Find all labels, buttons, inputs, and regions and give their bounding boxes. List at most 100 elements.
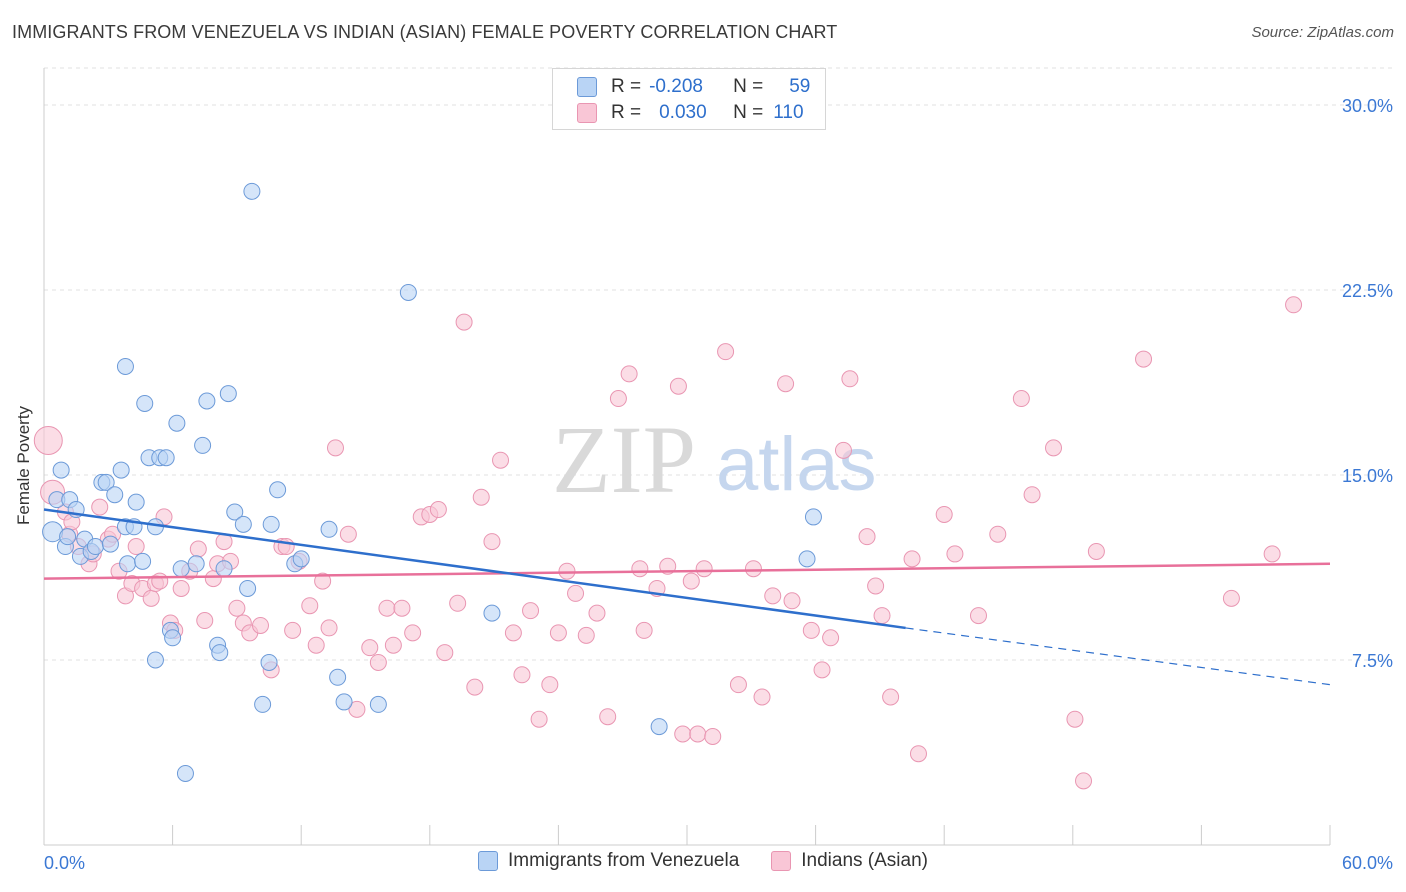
scatter-point [834,441,852,459]
scatter-point [682,572,700,590]
scatter-point [361,639,379,657]
scatter-point [239,579,257,597]
scatter-point [882,688,900,706]
scatter-point [1045,439,1063,457]
scatter-point [798,550,816,568]
scatter-point [530,710,548,728]
scatter-point [449,594,467,612]
y-tick-label: 15.0% [1342,466,1393,486]
scatter-point [674,725,692,743]
scatter-point [588,604,606,622]
scatter-point [541,676,559,694]
scatter-point [609,390,627,408]
scatter-point [393,599,411,617]
scatter-point [822,629,840,647]
scatter-point [804,508,822,526]
scatter-point [189,540,207,558]
scatter-point [436,644,454,662]
scatter-point [704,727,722,745]
scatter-point [1023,486,1041,504]
scatter-point [198,392,216,410]
watermark-atlas: atlas [716,422,877,507]
scatter-point [151,572,169,590]
scatter-point [101,535,119,553]
scatter-point [744,560,762,578]
scatter-point [339,525,357,543]
legend-item-indians: Indians (Asian) [771,850,928,872]
scatter-point [1075,772,1093,790]
scatter-point [52,461,70,479]
series-legend: Immigrants from Venezuela Indians (Asian… [0,850,1406,872]
scatter-point [157,449,175,467]
scatter-point [301,597,319,615]
trend-lines [43,508,1331,686]
source-label: Source: ZipAtlas.com [1251,24,1394,41]
scatter-point [112,461,130,479]
scatter-point [549,624,567,642]
scatter-point [320,520,338,538]
scatter-point [631,560,649,578]
scatter-point [326,439,344,457]
axes [43,68,1331,846]
legend-row-venezuela: R = -0.208 N = 59 [577,74,810,100]
scatter-point [1135,350,1153,368]
scatter-point [146,651,164,669]
legend-row-indians: R = 0.030 N = 110 [577,100,804,126]
scatter-point [292,550,310,568]
scatter-point [903,550,921,568]
scatter-point [635,621,653,639]
scatter-point [254,695,272,713]
legend-r-value: 0.030 [659,102,707,123]
scatter-point [284,621,302,639]
scatter-point [262,515,280,533]
scatter-point [348,700,366,718]
legend-n-value: 110 [773,102,804,123]
scatter-point [172,560,190,578]
scatter-point [33,425,63,455]
scatter-point [399,283,417,301]
y-tick-labels: 7.5% 15.0% 22.5% 30.0% [1342,96,1393,671]
scatter-point [127,493,145,511]
scatter-point [729,676,747,694]
scatter-point [369,653,387,671]
scatter-point [669,377,687,395]
scatter-point [404,624,422,642]
scatter-point [858,528,876,546]
scatter-point [314,572,332,590]
scatter-point [384,636,402,654]
scatter-point [335,693,353,711]
scatter-point [935,505,953,523]
x-tick-label-max: 60.0% [1342,853,1393,873]
scatter-point [134,552,152,570]
legend-swatch-blue [478,851,498,871]
scatter-point [260,653,278,671]
scatter-point [251,616,269,634]
scatter-point [969,607,987,625]
scatter-point [176,764,194,782]
scatter-point [1012,390,1030,408]
scatter-point [513,666,531,684]
scatter-point [695,560,713,578]
scatter-point [168,414,186,432]
scatter-point [1222,589,1240,607]
scatter-point [97,473,115,491]
scatter-point [1285,296,1303,314]
scatter-point [558,562,576,580]
scatter-point [873,607,891,625]
legend-swatch-blue [577,77,597,97]
scatter-point [228,599,246,617]
scatter-point [329,668,347,686]
scatter-point [802,621,820,639]
y-tick-label: 7.5% [1352,651,1393,671]
scatter-point [689,725,707,743]
scatter-point [946,545,964,563]
scatter-point [764,587,782,605]
scatter-point [492,451,510,469]
scatter-point [106,486,124,504]
scatter-point [483,604,501,622]
legend-label-indians: Indians (Asian) [801,850,928,871]
scatter-point [989,525,1007,543]
legend-r-label: R = [611,76,642,97]
legend-item-venezuela: Immigrants from Venezuela [478,850,739,872]
